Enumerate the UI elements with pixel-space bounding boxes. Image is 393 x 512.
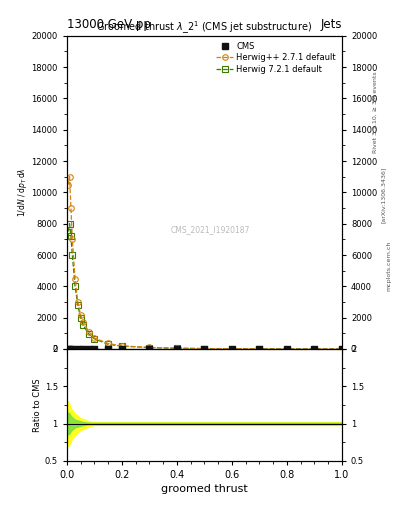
Text: CMS_2021_I1920187: CMS_2021_I1920187: [170, 225, 250, 234]
Herwig++ 2.7.1 default: [75, 299, 80, 305]
Herwig++ 2.7.1 default: [202, 346, 207, 352]
Herwig++ 2.7.1 default: [92, 335, 97, 341]
Line: Herwig 7.2.1 default: Herwig 7.2.1 default: [65, 221, 345, 352]
Herwig 7.2.1 default: [106, 341, 110, 347]
Herwig++ 2.7.1 default: [86, 329, 91, 335]
Herwig 7.2.1 default: [73, 283, 77, 289]
Text: Jets: Jets: [320, 18, 342, 31]
Herwig++ 2.7.1 default: [147, 345, 152, 351]
Text: 13000 GeV pp: 13000 GeV pp: [67, 18, 151, 31]
Herwig 7.2.1 default: [92, 336, 97, 342]
Herwig 7.2.1 default: [340, 346, 344, 352]
CMS: [257, 346, 262, 352]
Herwig 7.2.1 default: [174, 345, 179, 351]
Herwig++ 2.7.1 default: [67, 174, 72, 180]
Herwig 7.2.1 default: [119, 343, 124, 349]
Herwig++ 2.7.1 default: [78, 311, 83, 317]
Line: CMS: CMS: [65, 346, 345, 352]
Herwig 7.2.1 default: [66, 228, 71, 234]
Herwig 7.2.1 default: [86, 331, 91, 337]
Herwig 7.2.1 default: [147, 345, 152, 351]
Y-axis label: $\mathrm{1 / d}N\;/\;\mathrm{d}p_T\,\mathrm{d}\lambda$: $\mathrm{1 / d}N\;/\;\mathrm{d}p_T\,\mat…: [16, 167, 29, 217]
Legend: CMS, Herwig++ 2.7.1 default, Herwig 7.2.1 default: CMS, Herwig++ 2.7.1 default, Herwig 7.2.…: [215, 40, 338, 75]
Y-axis label: Ratio to CMS: Ratio to CMS: [33, 378, 42, 432]
Line: Herwig++ 2.7.1 default: Herwig++ 2.7.1 default: [65, 174, 345, 352]
CMS: [119, 346, 124, 352]
CMS: [81, 346, 86, 352]
CMS: [106, 346, 110, 352]
Herwig++ 2.7.1 default: [174, 345, 179, 351]
Text: Rivet 3.1.10, ≥ 3M events: Rivet 3.1.10, ≥ 3M events: [373, 72, 378, 154]
CMS: [92, 346, 97, 352]
CMS: [230, 346, 234, 352]
Herwig 7.2.1 default: [68, 233, 73, 239]
CMS: [86, 346, 91, 352]
Herwig++ 2.7.1 default: [68, 205, 73, 211]
CMS: [312, 346, 317, 352]
Herwig++ 2.7.1 default: [81, 319, 86, 326]
CMS: [70, 346, 75, 352]
CMS: [285, 346, 289, 352]
Text: [arXiv:1306.3436]: [arXiv:1306.3436]: [381, 166, 386, 223]
CMS: [66, 346, 71, 352]
Herwig 7.2.1 default: [67, 221, 72, 227]
Text: mcplots.cern.ch: mcplots.cern.ch: [387, 241, 391, 291]
Title: Groomed thrust $\lambda\_2^1$ (CMS jet substructure): Groomed thrust $\lambda\_2^1$ (CMS jet s…: [96, 19, 312, 36]
Herwig++ 2.7.1 default: [119, 343, 124, 349]
CMS: [174, 346, 179, 352]
Herwig 7.2.1 default: [81, 323, 86, 329]
Herwig++ 2.7.1 default: [340, 346, 344, 352]
CMS: [67, 346, 72, 352]
Herwig++ 2.7.1 default: [257, 346, 262, 352]
CMS: [147, 346, 152, 352]
Herwig 7.2.1 default: [202, 346, 207, 352]
Herwig++ 2.7.1 default: [66, 182, 71, 188]
Herwig++ 2.7.1 default: [106, 340, 110, 347]
Herwig 7.2.1 default: [257, 346, 262, 352]
Herwig++ 2.7.1 default: [70, 237, 75, 243]
X-axis label: groomed thrust: groomed thrust: [161, 484, 248, 494]
Herwig 7.2.1 default: [70, 252, 75, 258]
Herwig 7.2.1 default: [78, 314, 83, 321]
CMS: [75, 346, 80, 352]
Herwig 7.2.1 default: [75, 302, 80, 308]
CMS: [202, 346, 207, 352]
Herwig++ 2.7.1 default: [73, 275, 77, 282]
CMS: [340, 346, 344, 352]
